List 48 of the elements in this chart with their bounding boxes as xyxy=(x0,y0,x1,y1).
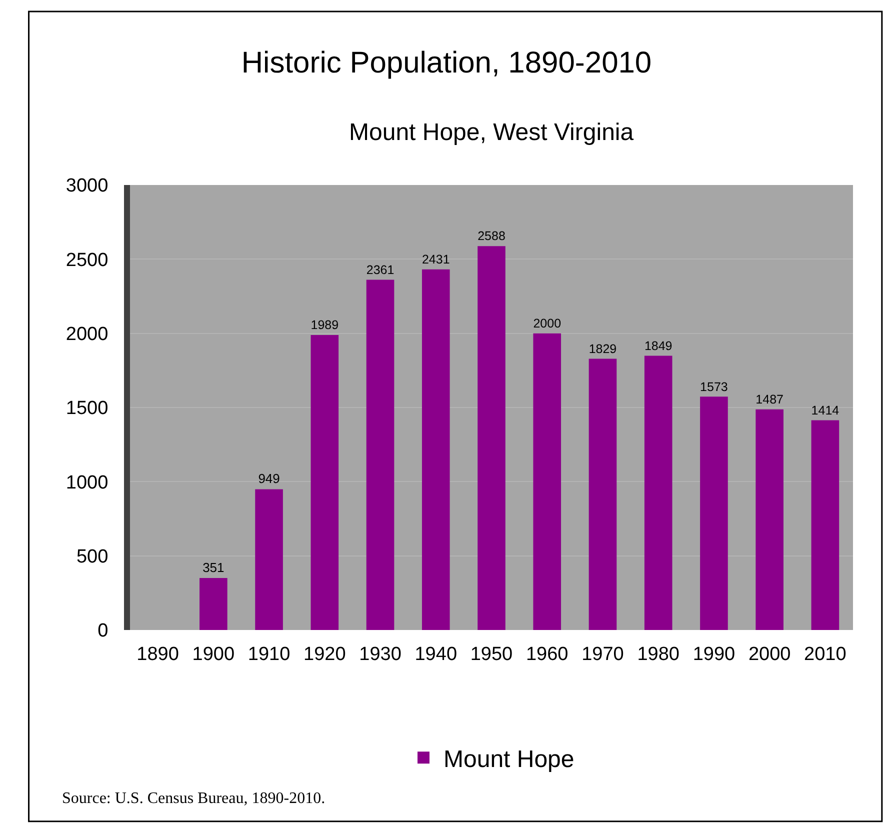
y-tick-label: 500 xyxy=(76,546,108,568)
legend-label: Mount Hope xyxy=(444,746,574,773)
x-tick-label: 1990 xyxy=(692,644,736,665)
y-tick-label: 3000 xyxy=(66,176,108,197)
y-tick-label: 1000 xyxy=(66,472,108,494)
data-label: 2431 xyxy=(422,252,450,267)
y-tick-label: 2000 xyxy=(66,324,108,345)
bar xyxy=(811,420,840,630)
bar xyxy=(756,409,784,630)
y-tick-label: 0 xyxy=(98,620,108,642)
bar xyxy=(478,246,506,630)
bar xyxy=(255,489,283,630)
x-tick-label: 1920 xyxy=(304,644,346,665)
x-tick-label: 1980 xyxy=(637,644,680,665)
y-tick-label: 2500 xyxy=(66,250,108,271)
data-label: 2588 xyxy=(478,229,506,244)
chart-subtitle: Mount Hope, West Virginia xyxy=(349,119,634,146)
x-tick-label: 1940 xyxy=(414,644,458,665)
data-label: 1989 xyxy=(310,318,339,332)
data-label: 1573 xyxy=(700,380,728,394)
bar xyxy=(422,269,450,630)
data-label: 949 xyxy=(258,471,280,486)
bar xyxy=(310,334,339,630)
x-tick-label: 1930 xyxy=(359,644,402,665)
bar xyxy=(588,358,617,630)
x-tick-label: 1910 xyxy=(248,644,290,665)
x-tick-label: 2010 xyxy=(804,644,846,665)
data-label: 1849 xyxy=(644,338,672,353)
data-label: 2361 xyxy=(366,262,394,277)
source-note: Source: U.S. Census Bureau, 1890-2010. xyxy=(62,790,326,807)
data-label: 2000 xyxy=(533,316,562,330)
y-tick-label: 1500 xyxy=(66,398,108,420)
data-label: 1414 xyxy=(811,403,840,418)
x-tick-label: 1950 xyxy=(470,644,513,665)
data-label: 1829 xyxy=(588,342,617,356)
x-tick-label: 2000 xyxy=(748,644,791,665)
data-label: 351 xyxy=(202,560,224,575)
x-tick-label: 1900 xyxy=(192,644,235,665)
data-label: 1487 xyxy=(756,392,784,407)
bar xyxy=(366,280,394,630)
bar xyxy=(200,578,228,630)
x-tick-label: 1960 xyxy=(526,644,568,665)
chart-title: Historic Population, 1890-2010 xyxy=(241,46,652,80)
bar xyxy=(533,333,562,630)
bar xyxy=(700,396,728,630)
x-tick-label: 1890 xyxy=(136,644,179,665)
bar xyxy=(644,356,672,630)
x-tick-label: 1970 xyxy=(582,644,624,665)
